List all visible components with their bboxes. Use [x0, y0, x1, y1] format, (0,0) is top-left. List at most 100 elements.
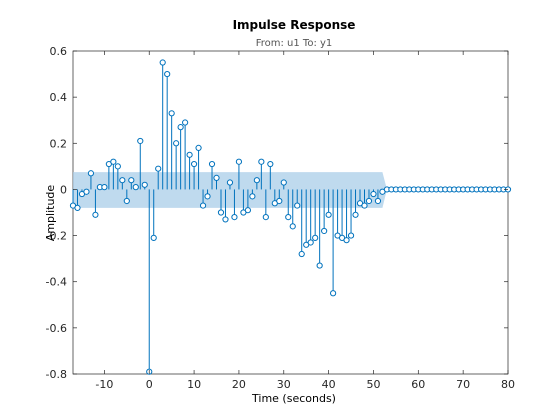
stem-marker: [190, 160, 198, 168]
stem-marker: [343, 237, 350, 244]
stem-point: [312, 189, 319, 241]
stem-marker: [213, 174, 220, 181]
stem-marker: [370, 190, 377, 198]
stem-point: [186, 151, 193, 190]
stem-marker: [132, 184, 139, 191]
stem-point: [361, 189, 368, 209]
stem-marker: [186, 151, 193, 158]
stem-marker: [83, 188, 90, 195]
stem-point: [87, 170, 95, 190]
stem-point: [119, 177, 126, 190]
stem-point: [83, 188, 90, 195]
stem-marker: [168, 110, 175, 117]
x-tick-label: 10: [187, 378, 201, 391]
stem-marker: [101, 184, 108, 191]
stem-point: [226, 179, 234, 190]
stem-point: [307, 189, 314, 246]
stem-point: [150, 189, 157, 241]
stem-marker: [352, 211, 359, 218]
y-tick-label: -0.2: [46, 230, 67, 243]
stem-marker: [235, 158, 243, 165]
stem-point: [235, 158, 243, 190]
stem-point: [92, 189, 99, 218]
stem-marker: [249, 193, 256, 200]
x-tick-label: 40: [322, 378, 336, 391]
stem-marker: [262, 214, 269, 221]
stem-point: [253, 177, 260, 190]
stem-marker: [312, 234, 319, 241]
stem-point: [195, 144, 202, 190]
stem-point: [352, 189, 359, 218]
stem-marker: [258, 158, 265, 165]
stem-marker: [199, 202, 207, 209]
stem-marker: [321, 227, 328, 235]
stem-point: [294, 189, 301, 209]
stem-marker: [289, 223, 296, 230]
stem-point: [78, 189, 86, 198]
stem-marker: [137, 137, 144, 145]
x-tick-label: 80: [501, 378, 515, 391]
chart-subtitle: From: u1 To: y1: [256, 38, 333, 49]
stem-marker: [244, 207, 251, 214]
stem-point: [159, 59, 166, 190]
stem-point: [217, 189, 225, 216]
stem-point: [213, 174, 220, 190]
stem-marker: [195, 144, 202, 151]
y-axis-label: Amplitude: [44, 185, 57, 242]
stem-marker: [307, 239, 314, 246]
stem-point: [347, 189, 355, 239]
stem-marker: [119, 177, 126, 184]
stem-marker: [92, 211, 99, 218]
y-tick-label: -0.8: [46, 368, 67, 381]
stem-marker: [222, 216, 229, 223]
stem-marker: [128, 177, 135, 184]
stem-point: [204, 189, 211, 200]
stem-point: [370, 189, 377, 198]
stem-point: [298, 189, 305, 258]
stem-point: [177, 124, 184, 190]
stem-point: [164, 70, 171, 190]
stem-point: [128, 177, 135, 190]
stem-point: [330, 189, 337, 297]
stem-marker: [217, 209, 225, 216]
stem-marker: [347, 232, 355, 239]
stem-point: [208, 160, 216, 190]
stem-point: [222, 189, 229, 223]
stem-marker: [365, 197, 373, 205]
x-tick-label: 0: [146, 378, 153, 391]
stem-point: [199, 189, 207, 209]
stem-marker: [150, 234, 157, 241]
stem-marker: [325, 211, 332, 218]
stem-marker: [110, 158, 117, 165]
stem-point: [74, 189, 81, 211]
stem-marker: [276, 197, 283, 205]
y-tick-label: 0.6: [50, 45, 68, 58]
y-tick-label: 0.2: [50, 137, 68, 150]
stem-point: [262, 189, 269, 221]
stem-marker: [208, 160, 216, 168]
y-tick-label: -0.4: [46, 276, 67, 289]
axes-box: [72, 50, 509, 375]
stem-point: [123, 189, 130, 205]
stem-point: [249, 189, 256, 200]
stem-point: [280, 179, 287, 190]
stem-point: [325, 189, 332, 218]
stem-point: [231, 189, 238, 221]
stem-point: [168, 110, 175, 190]
stem-marker: [294, 202, 301, 209]
stem-marker: [226, 179, 234, 186]
stem-point: [285, 189, 292, 221]
x-tick-label: 30: [277, 378, 291, 391]
stem-point: [365, 189, 373, 205]
plot-area: -10 0 10 20 30 40 50 60 70 80 -0.8 -0.6 -0.4 -0.2 0 0.…: [46, 45, 515, 391]
stem-point: [316, 189, 323, 269]
stem-point: [289, 189, 296, 230]
x-tick-label: 50: [366, 378, 380, 391]
stem-point: [321, 189, 328, 235]
stem-marker: [74, 204, 81, 211]
y-tick-label: 0: [60, 183, 67, 196]
stem-marker: [182, 119, 189, 126]
stem-point: [173, 140, 180, 190]
y-tick-label: -0.6: [46, 322, 67, 335]
